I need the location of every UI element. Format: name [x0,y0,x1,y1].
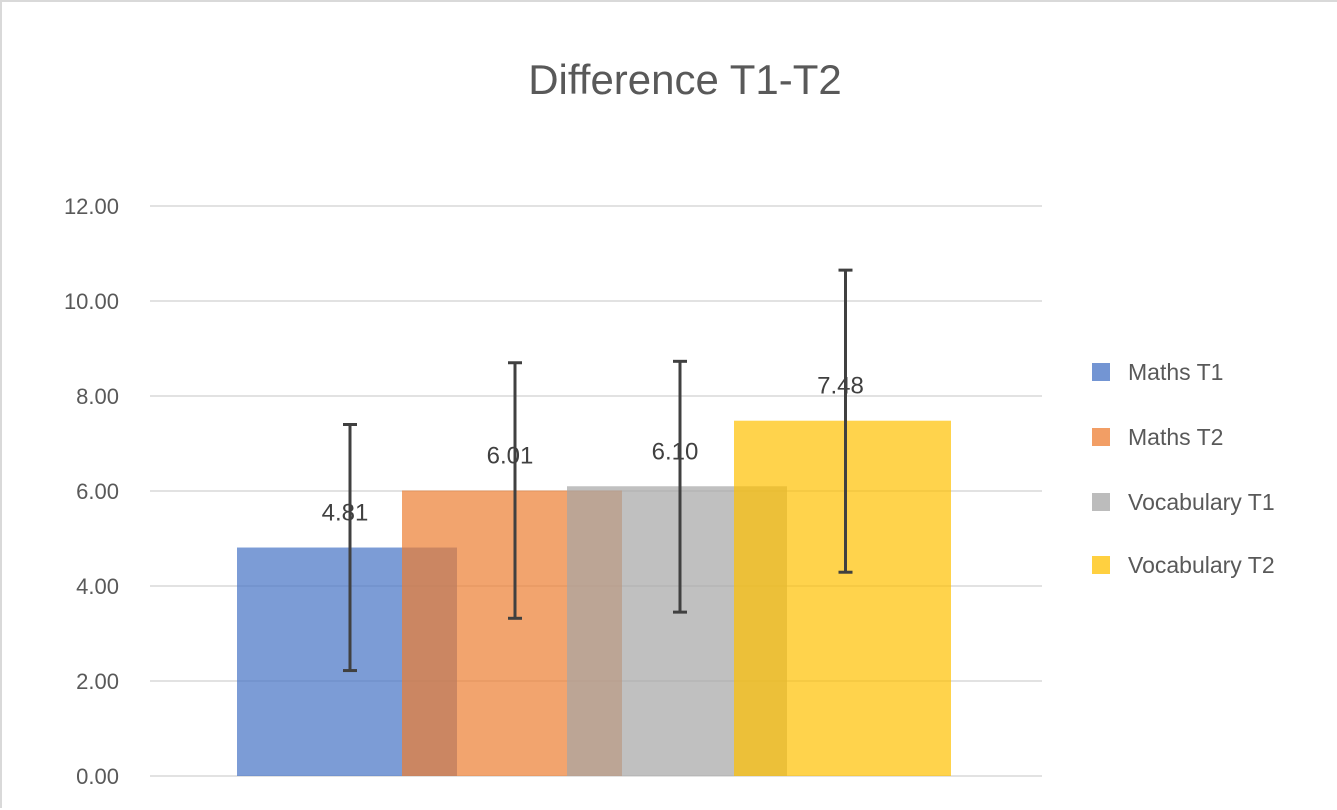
legend-item: Vocabulary T1 [1092,489,1275,515]
legend-swatch [1092,556,1110,574]
bars [237,420,951,776]
chart-title: Difference T1-T2 [528,56,842,103]
legend-item: Maths T2 [1092,424,1223,450]
data-labels: 4.81 6.01 6.10 7.48 [322,373,864,527]
error-bar [673,359,687,614]
legend-item: Maths T1 [1092,359,1223,385]
y-tick-label: 10.00 [64,289,119,314]
legend-label: Vocabulary T1 [1128,489,1275,515]
error-bar [838,268,853,574]
error-bars [343,268,853,673]
y-axis-ticks: 0.00 2.00 4.00 6.00 8.00 10.00 12.00 [64,194,119,789]
legend-item: Vocabulary T2 [1092,552,1275,578]
legend-label: Maths T1 [1128,359,1223,385]
data-label: 6.01 [487,443,534,470]
legend-label: Maths T2 [1128,424,1223,450]
y-tick-label: 4.00 [76,574,119,599]
y-tick-label: 8.00 [76,384,119,409]
error-bar [343,423,357,673]
data-label: 6.10 [652,438,699,465]
y-tick-label: 0.00 [76,764,119,789]
data-label: 4.81 [322,500,369,527]
legend-swatch [1092,363,1110,381]
legend: Maths T1 Maths T2 Vocabulary T1 Vocabulary … [1092,359,1275,578]
bar [734,420,951,776]
y-tick-label: 6.00 [76,479,119,504]
y-tick-label: 2.00 [76,669,119,694]
y-tick-label: 12.00 [64,194,119,219]
legend-label: Vocabulary T2 [1128,552,1275,578]
legend-swatch [1092,493,1110,511]
data-label: 7.48 [817,373,864,400]
error-bar [508,361,522,620]
legend-swatch [1092,428,1110,446]
